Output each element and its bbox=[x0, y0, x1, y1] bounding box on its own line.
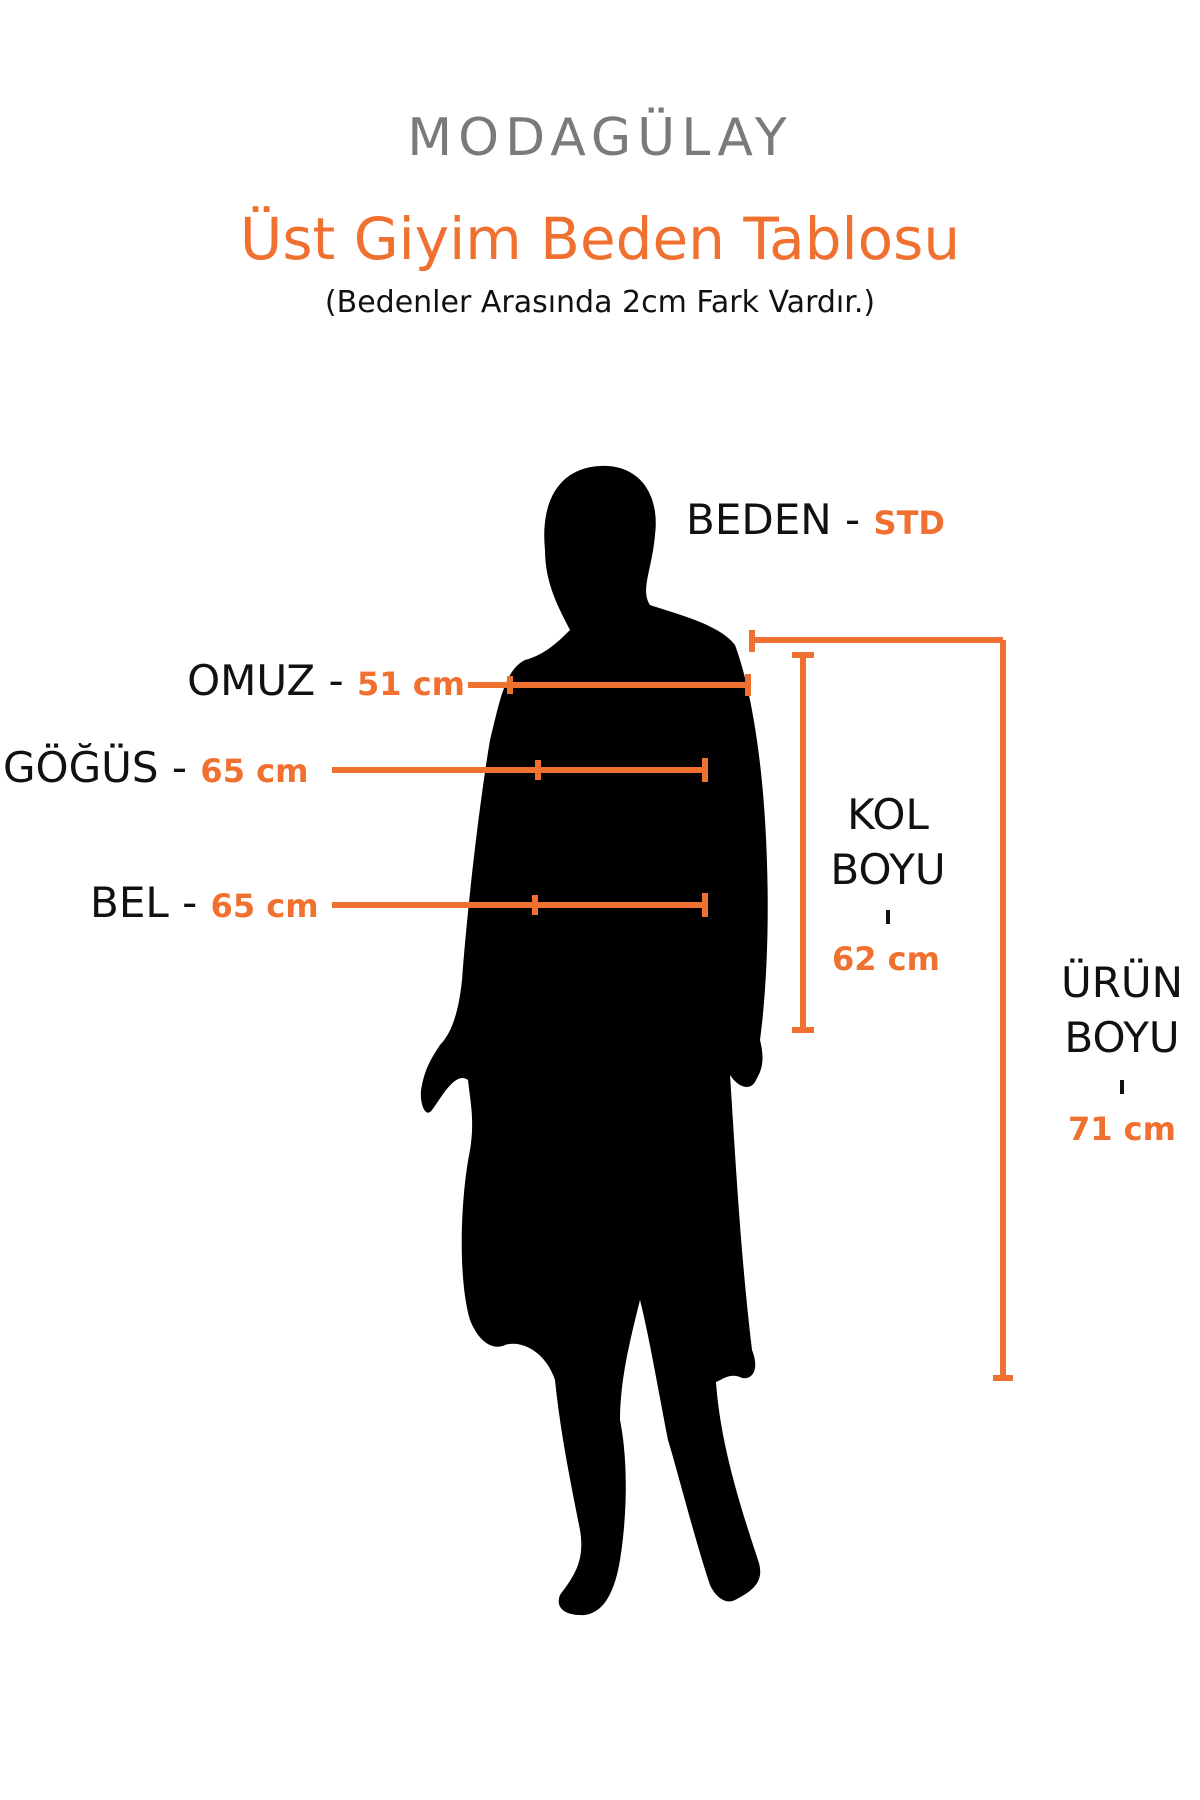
bel-value: 65 cm bbox=[210, 887, 319, 925]
measure-lines bbox=[332, 630, 1013, 1381]
bel-label: BEL - 65 cm bbox=[90, 878, 319, 927]
size-label: BEDEN - STD bbox=[686, 495, 945, 544]
urun-boyu-tick bbox=[1120, 1080, 1124, 1094]
page-subtitle: (Bedenler Arasında 2cm Fark Vardır.) bbox=[324, 285, 876, 320]
gogus-label: GÖĞÜS - 65 cm bbox=[3, 743, 308, 792]
silhouette-figure bbox=[420, 465, 768, 1616]
gogus-label-text: GÖĞÜS - bbox=[3, 743, 188, 792]
page-title: Üst Giyim Beden Tablosu bbox=[239, 205, 961, 273]
brand-logo: MODAGÜLAY bbox=[407, 108, 793, 168]
urun-boyu-label-2: BOYU bbox=[1064, 1013, 1180, 1062]
kol-boyu-value: 62 cm bbox=[832, 940, 940, 978]
kol-boyu-label-1: KOL bbox=[847, 790, 929, 839]
kol-boyu-tick bbox=[886, 910, 890, 924]
size-value: STD bbox=[873, 504, 945, 542]
size-label-text: BEDEN - bbox=[686, 495, 861, 544]
omuz-label-text: OMUZ - bbox=[187, 656, 344, 705]
omuz-value: 51 cm bbox=[357, 665, 465, 703]
kol-boyu-label-2: BOYU bbox=[830, 845, 946, 894]
urun-boyu-label-1: ÜRÜN bbox=[1060, 958, 1184, 1007]
gogus-value: 65 cm bbox=[200, 752, 309, 790]
omuz-label: OMUZ - 51 cm bbox=[187, 656, 465, 705]
urun-boyu-value: 71 cm bbox=[1068, 1110, 1176, 1148]
bel-label-text: BEL - bbox=[90, 878, 198, 927]
